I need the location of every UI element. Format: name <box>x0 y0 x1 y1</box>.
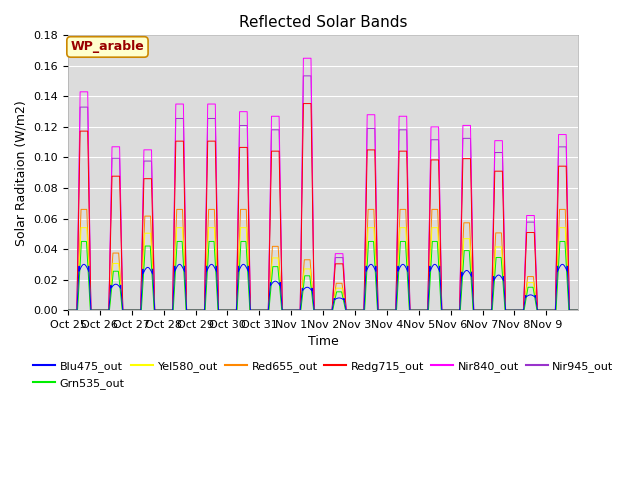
Text: WP_arable: WP_arable <box>70 40 145 53</box>
Y-axis label: Solar Raditaion (W/m2): Solar Raditaion (W/m2) <box>15 100 28 246</box>
Legend: Blu475_out, Grn535_out, Yel580_out, Red655_out, Redg715_out, Nir840_out, Nir945_: Blu475_out, Grn535_out, Yel580_out, Red6… <box>28 357 618 393</box>
X-axis label: Time: Time <box>308 336 339 348</box>
Title: Reflected Solar Bands: Reflected Solar Bands <box>239 15 408 30</box>
